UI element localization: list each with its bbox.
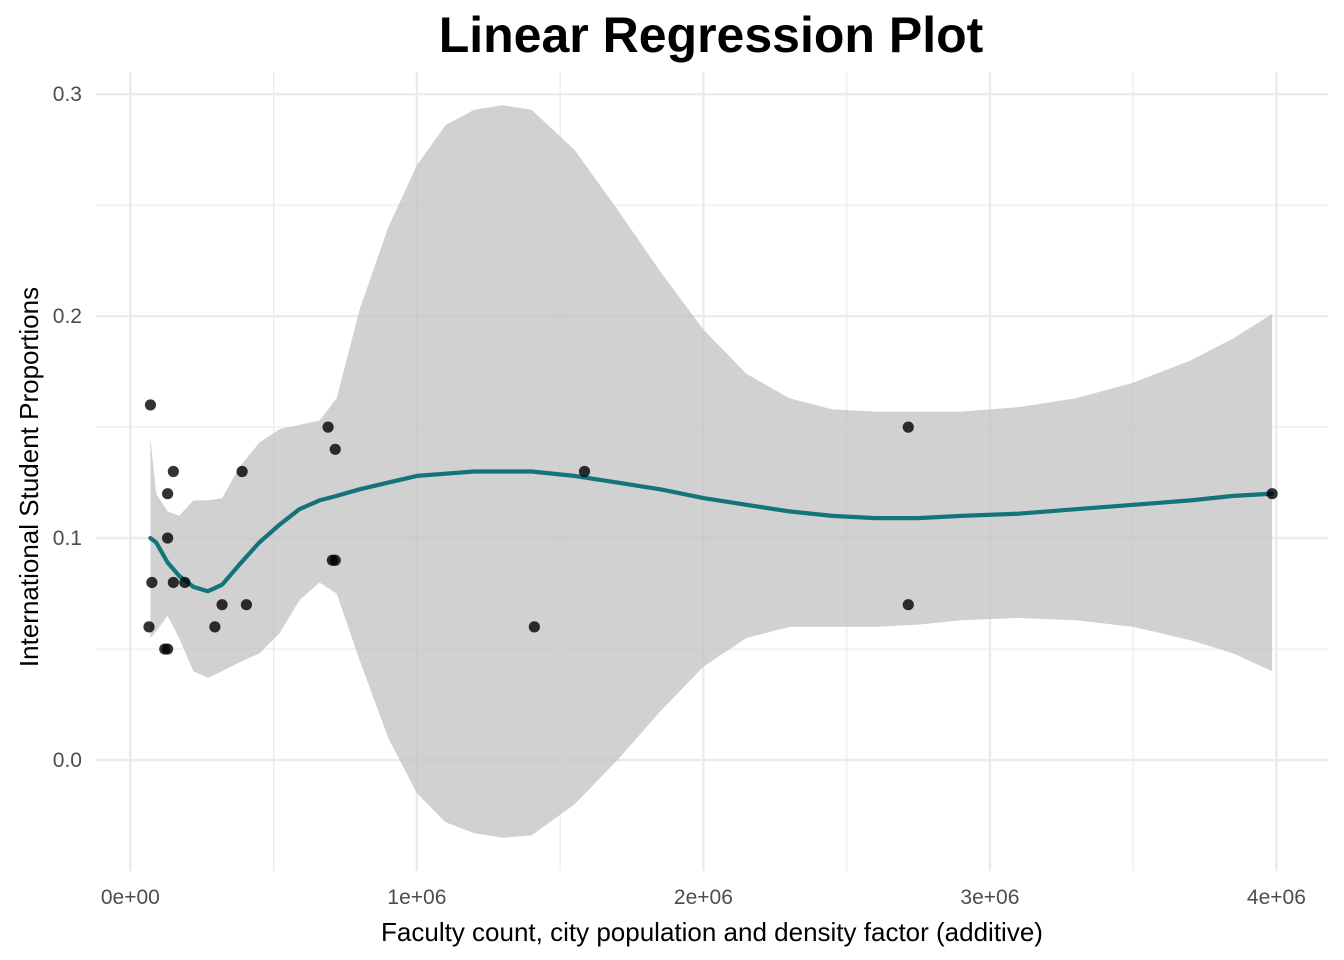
data-point [146, 576, 158, 589]
data-point [240, 599, 253, 611]
regression-line [148, 469, 1275, 594]
y-tick-label: 0.0 [53, 749, 82, 772]
data-point [236, 465, 248, 478]
y-tick-label: 0.3 [53, 83, 82, 106]
data-point [902, 421, 914, 433]
data-point [1266, 488, 1278, 500]
data-point [144, 399, 157, 411]
x-tick-label: 1e+06 [387, 886, 446, 909]
data-point [162, 488, 174, 500]
confidence-band [150, 105, 1273, 838]
x-tick-label: 4e+06 [1247, 886, 1306, 909]
y-tick-label: 0.1 [53, 527, 82, 550]
y-axis-title: International Student Proportions [14, 287, 44, 667]
data-point [528, 621, 540, 633]
data-point [329, 554, 341, 566]
data-point [167, 576, 179, 589]
y-tick-label: 0.2 [53, 305, 82, 328]
x-tick-labels: 0e+00 1e+06 2e+06 3e+06 4e+06 [101, 886, 1306, 909]
data-point [162, 643, 174, 655]
x-tick-label: 2e+06 [674, 886, 733, 909]
data-point [167, 465, 179, 478]
data-points [143, 399, 1278, 655]
data-point [329, 443, 341, 455]
data-point [578, 465, 591, 478]
data-point [209, 621, 221, 633]
y-tick-labels: 0.0 0.1 0.2 0.3 [53, 83, 82, 772]
data-point [143, 621, 155, 633]
data-point [162, 532, 174, 544]
data-point [179, 576, 191, 589]
chart-title: Linear Regression Plot [439, 7, 984, 63]
x-tick-label: 3e+06 [960, 886, 1019, 909]
data-point [902, 599, 914, 611]
x-tick-label: 0e+00 [101, 886, 160, 909]
data-point [322, 421, 334, 433]
x-axis-title: Faculty count, city population and densi… [381, 917, 1043, 947]
data-point [216, 599, 228, 611]
